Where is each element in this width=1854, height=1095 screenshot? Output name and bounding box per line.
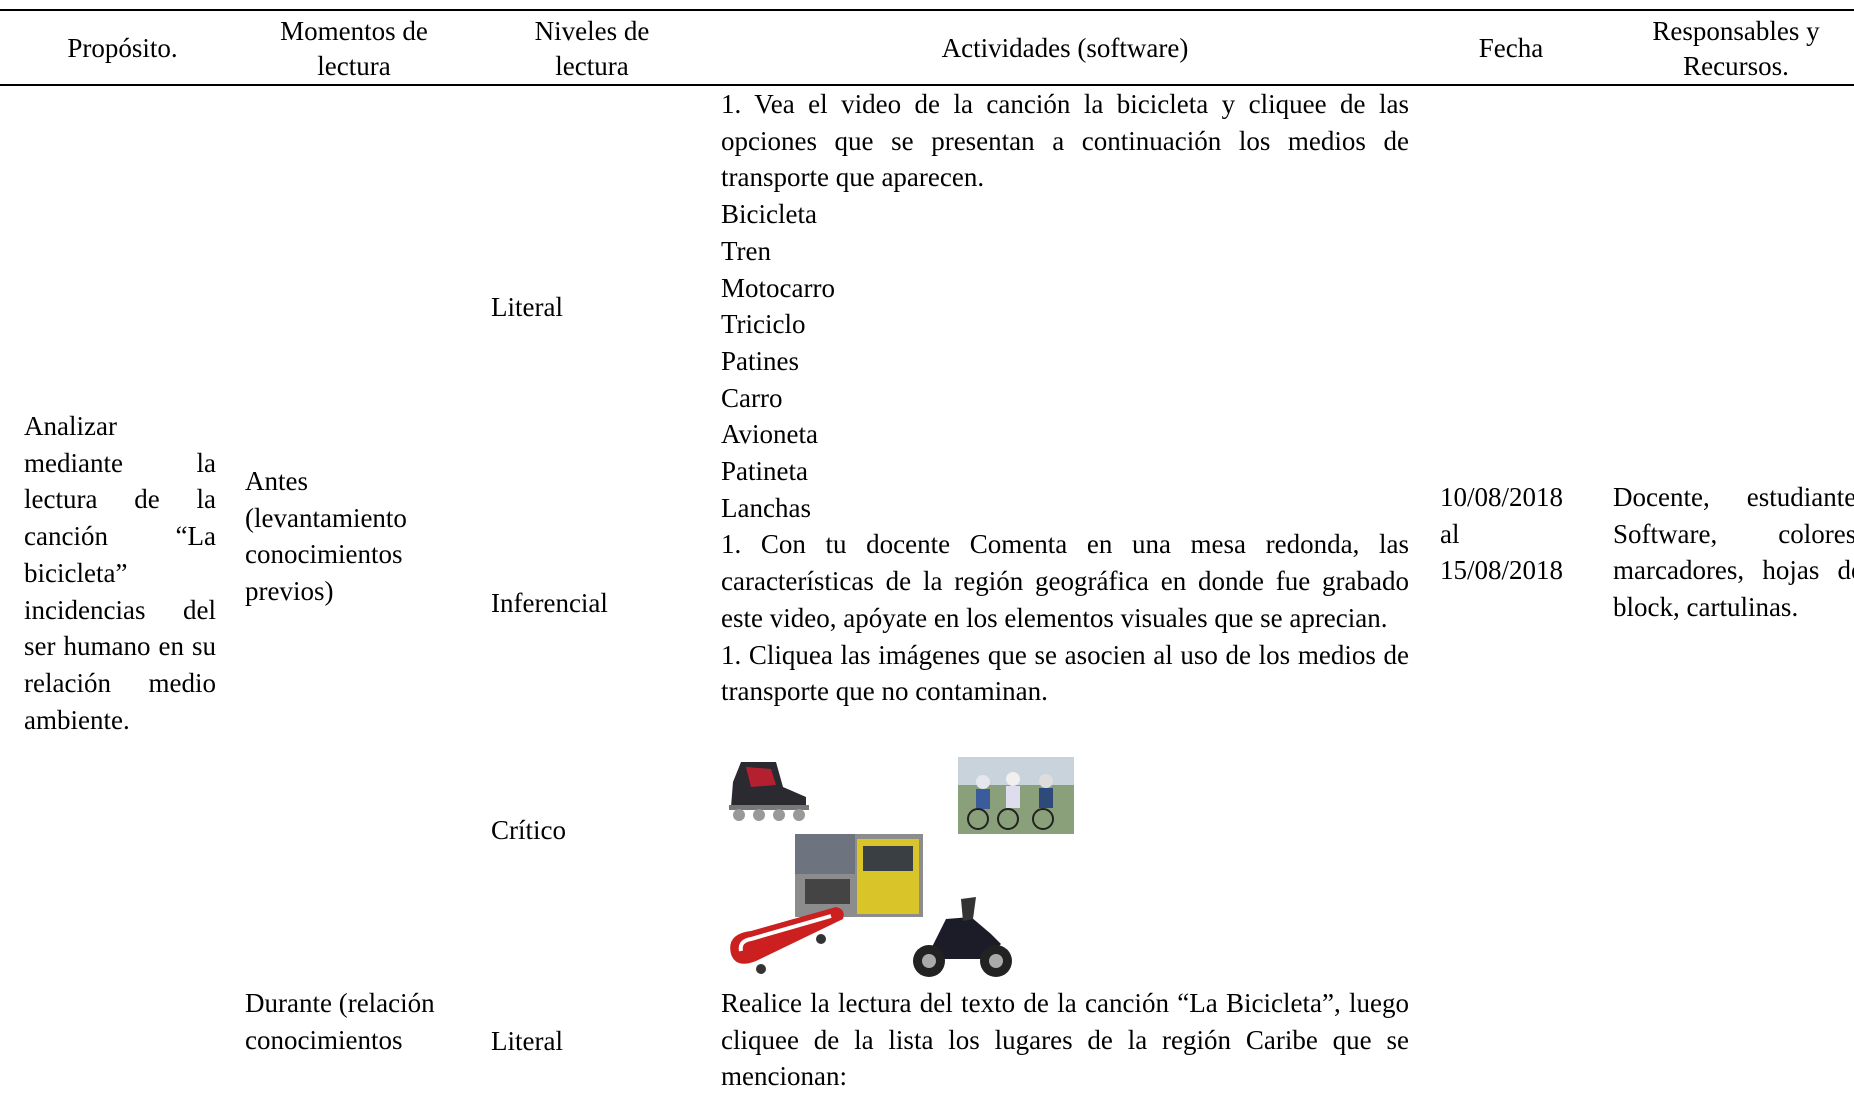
moment: Durante (relación conocimientos xyxy=(245,988,435,1055)
skateboard-image[interactable] xyxy=(721,899,849,976)
moment: Antes (levantamiento conocimientos previ… xyxy=(245,466,407,607)
scooter-image[interactable] xyxy=(901,889,1019,981)
activity-text: 1. Cliquea las imágenes que se asocien a… xyxy=(721,639,1409,707)
option[interactable]: Triciclo xyxy=(721,309,806,340)
header-cell: Responsables y Recursos. xyxy=(1652,16,1820,81)
top-rule xyxy=(0,9,1854,11)
level: Crítico xyxy=(491,815,566,845)
purpose: Analizar mediante la lectura de la canci… xyxy=(24,411,216,735)
activities: 1. Vea el video de la canción la bicicle… xyxy=(721,86,1409,710)
option[interactable]: Lanchas xyxy=(721,492,811,523)
date: 10/08/2018 al 15/08/2018 xyxy=(1440,482,1564,586)
option[interactable]: Patines xyxy=(721,345,799,376)
header-cell: Actividades (software) xyxy=(941,33,1189,63)
level: Inferencial xyxy=(491,588,608,618)
bus-image[interactable] xyxy=(795,834,923,917)
activity-text: 1. Vea el video de la canción la bicicle… xyxy=(721,89,1409,193)
skate-image[interactable] xyxy=(721,757,816,822)
header-cell: Propósito. xyxy=(67,33,178,63)
header-rule xyxy=(0,84,1854,86)
option[interactable]: Motocarro xyxy=(721,272,835,303)
level: Literal xyxy=(491,1026,563,1056)
header-cell: Niveles de lectura xyxy=(534,16,650,81)
bikes-image[interactable] xyxy=(958,757,1074,834)
option[interactable]: Patineta xyxy=(721,456,808,487)
level: Literal xyxy=(491,292,563,322)
header-cell: Fecha xyxy=(1478,33,1544,63)
activity-text: Realice la lectura del texto de la canci… xyxy=(721,988,1409,1092)
option[interactable]: Avioneta xyxy=(721,419,818,450)
header-cell: Momentos de lectura xyxy=(280,16,428,81)
option[interactable]: Carro xyxy=(721,382,783,413)
resources: Docente, estudiante, Software, colores, … xyxy=(1613,482,1854,623)
option[interactable]: Bicicleta xyxy=(721,199,817,230)
activity-text: 1. Con tu docente Comenta en una mesa re… xyxy=(721,529,1409,633)
option[interactable]: Tren xyxy=(721,235,772,266)
